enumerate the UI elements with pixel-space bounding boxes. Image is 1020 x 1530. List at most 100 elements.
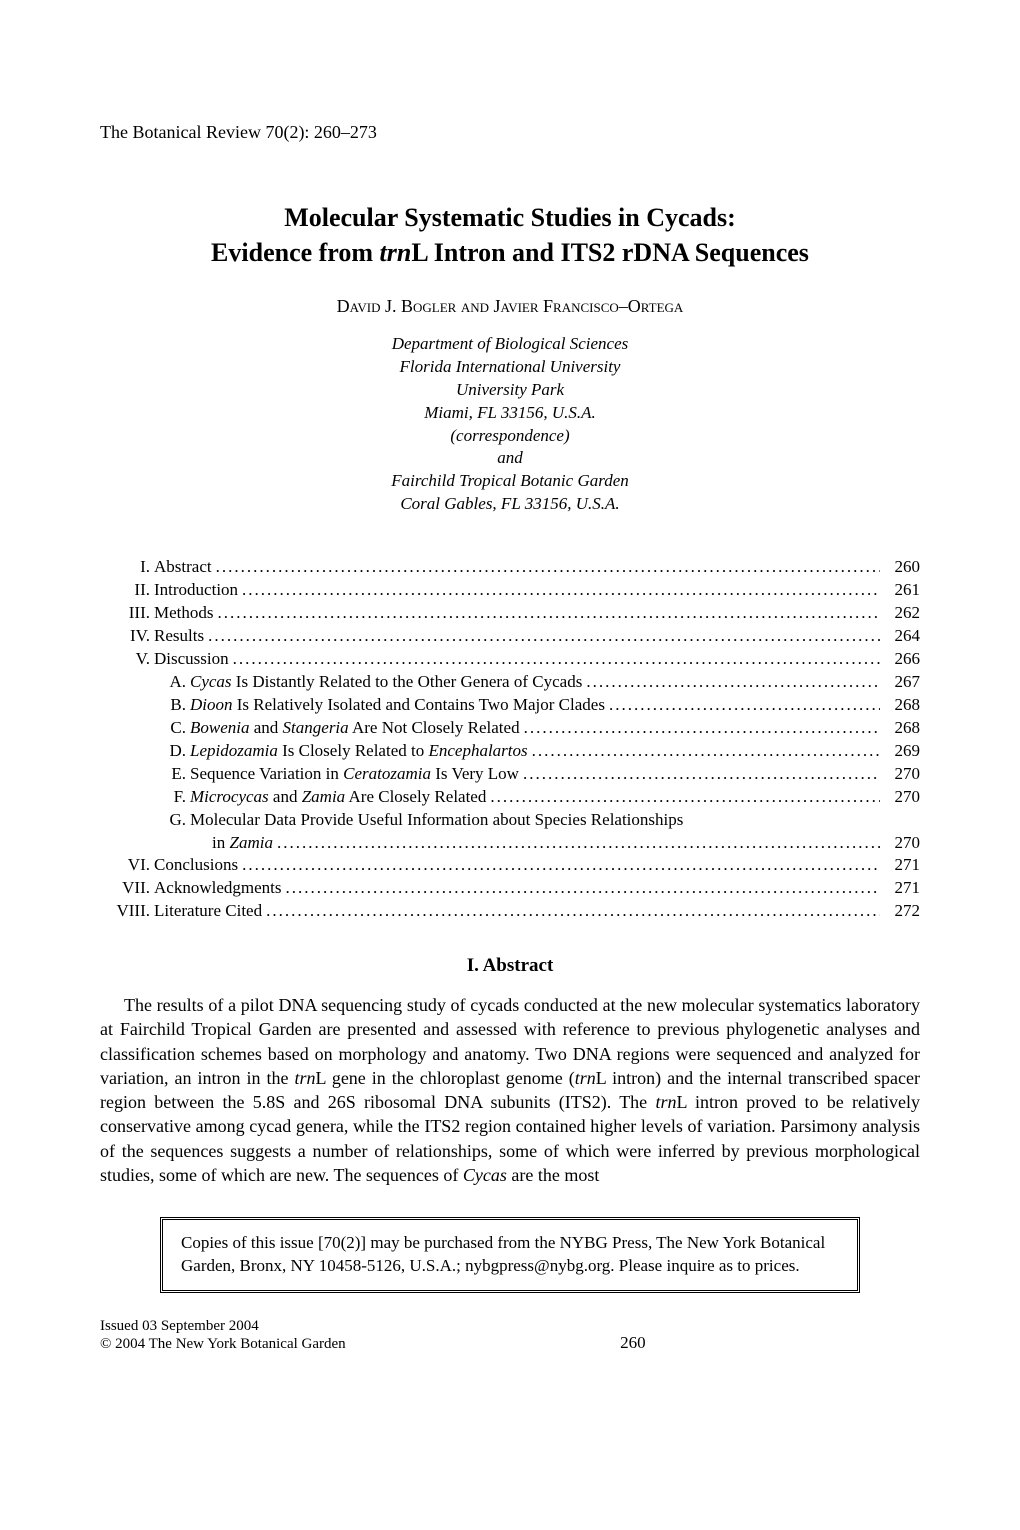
toc-leader-dots xyxy=(281,877,880,900)
toc-entry-number: II. xyxy=(100,579,154,602)
toc-entry-number: E. xyxy=(100,763,190,786)
affiliation-line: Fairchild Tropical Botanic Garden xyxy=(100,470,920,493)
toc-leader-dots xyxy=(273,832,880,855)
toc-entry-label: Cycas Is Distantly Related to the Other … xyxy=(190,671,582,694)
toc-entry-number: III. xyxy=(100,602,154,625)
toc-entry-page: 267 xyxy=(880,671,920,694)
toc-entry-label: Lepidozamia Is Closely Related to Enceph… xyxy=(190,740,528,763)
toc-entry-page: 262 xyxy=(880,602,920,625)
abstract-text-1a: L gene in the chloroplast genome ( xyxy=(315,1068,574,1088)
issued-date: Issued 03 September 2004 xyxy=(100,1317,620,1335)
toc-entry-number: D. xyxy=(100,740,190,763)
toc-leader-dots xyxy=(212,556,880,579)
toc-entry-label: Dioon Is Relatively Isolated and Contain… xyxy=(190,694,605,717)
toc-entry-page: 271 xyxy=(880,877,920,900)
toc-leader-dots xyxy=(229,648,880,671)
purchase-notice-box: Copies of this issue [70(2)] may be purc… xyxy=(160,1217,860,1293)
toc-entry-label: Bowenia and Stangeria Are Not Closely Re… xyxy=(190,717,520,740)
authors: David J. Bogler and Javier Francisco–Ort… xyxy=(100,294,920,318)
section-heading-abstract: I. Abstract xyxy=(100,953,920,979)
table-of-contents: I.Abstract260II.Introduction261III.Metho… xyxy=(100,556,920,923)
affiliation-line: University Park xyxy=(100,379,920,402)
abstract-ital-2: Cycas xyxy=(463,1165,507,1185)
page-number: 260 xyxy=(620,1333,646,1353)
toc-entry-continuation: in Zamia 270 xyxy=(100,832,920,855)
toc-entry-number: VI. xyxy=(100,854,154,877)
title-line-2b: L Intron and ITS2 rDNA Sequences xyxy=(411,238,809,267)
abstract-ital-1b: trn xyxy=(575,1068,596,1088)
toc-entry-number: C. xyxy=(100,717,190,740)
toc-entry: VII.Acknowledgments 271 xyxy=(100,877,920,900)
toc-leader-dots xyxy=(204,625,880,648)
toc-entry-number: V. xyxy=(100,648,154,671)
toc-entry-number: IV. xyxy=(100,625,154,648)
toc-leader-dots xyxy=(520,717,880,740)
toc-entry-number: VIII. xyxy=(100,900,154,923)
affiliation-line: (correspondence) xyxy=(100,425,920,448)
toc-leader-dots xyxy=(528,740,880,763)
affiliation-line: Department of Biological Sciences xyxy=(100,333,920,356)
toc-entry-label: Acknowledgments xyxy=(154,877,281,900)
toc-entry: A.Cycas Is Distantly Related to the Othe… xyxy=(100,671,920,694)
abstract-ital-1c: trn xyxy=(655,1092,676,1112)
toc-entry-page: 264 xyxy=(880,625,920,648)
toc-leader-dots xyxy=(238,579,880,602)
toc-entry-page: 268 xyxy=(880,717,920,740)
toc-leader-dots xyxy=(214,602,881,625)
toc-entry-page: 268 xyxy=(880,694,920,717)
toc-leader-dots xyxy=(262,900,880,923)
toc-entry-page: 271 xyxy=(880,854,920,877)
toc-leader-dots xyxy=(605,694,880,717)
toc-entry: F.Microcycas and Zamia Are Closely Relat… xyxy=(100,786,920,809)
title-line-2-ital: trn xyxy=(380,238,412,267)
title-line-2a: Evidence from xyxy=(211,238,380,267)
toc-entry-label: Literature Cited xyxy=(154,900,262,923)
toc-entry-label: Results xyxy=(154,625,204,648)
toc-entry-label: Discussion xyxy=(154,648,229,671)
toc-entry: E.Sequence Variation in Ceratozamia Is V… xyxy=(100,763,920,786)
toc-entry-number: VII. xyxy=(100,877,154,900)
toc-entry-label: in Zamia xyxy=(212,832,273,855)
toc-entry-number: A. xyxy=(100,671,190,694)
toc-entry: D.Lepidozamia Is Closely Related to Ence… xyxy=(100,740,920,763)
toc-leader-dots xyxy=(238,854,880,877)
toc-entry-number: G. xyxy=(100,809,190,832)
toc-entry-page: 270 xyxy=(880,786,920,809)
toc-entry-number: B. xyxy=(100,694,190,717)
toc-entry-page: 261 xyxy=(880,579,920,602)
toc-entry: C.Bowenia and Stangeria Are Not Closely … xyxy=(100,717,920,740)
title-line-1: Molecular Systematic Studies in Cycads: xyxy=(284,203,736,232)
toc-leader-dots xyxy=(519,763,880,786)
toc-entry-label: Methods xyxy=(154,602,214,625)
toc-entry-label: Abstract xyxy=(154,556,212,579)
toc-entry: VIII.Literature Cited 272 xyxy=(100,900,920,923)
toc-entry-page: 270 xyxy=(880,832,920,855)
toc-entry-label: Microcycas and Zamia Are Closely Related xyxy=(190,786,486,809)
toc-entry: IV.Results 264 xyxy=(100,625,920,648)
toc-entry-label: Sequence Variation in Ceratozamia Is Ver… xyxy=(190,763,519,786)
toc-entry: V.Discussion 266 xyxy=(100,648,920,671)
affiliation: Department of Biological SciencesFlorida… xyxy=(100,333,920,517)
toc-entry-page: 272 xyxy=(880,900,920,923)
journal-reference: The Botanical Review 70(2): 260–273 xyxy=(100,120,920,144)
toc-entry-page: 266 xyxy=(880,648,920,671)
toc-entry-label: Molecular Data Provide Useful Informatio… xyxy=(190,809,683,832)
purchase-notice-text: Copies of this issue [70(2)] may be purc… xyxy=(181,1233,825,1275)
copyright-line: © 2004 The New York Botanical Garden xyxy=(100,1335,620,1353)
toc-entry: I.Abstract260 xyxy=(100,556,920,579)
toc-entry-number: F. xyxy=(100,786,190,809)
abstract-ital-1a: trn xyxy=(294,1068,315,1088)
toc-entry-number: I. xyxy=(100,556,154,579)
toc-entry: VI.Conclusions271 xyxy=(100,854,920,877)
affiliation-line: Coral Gables, FL 33156, U.S.A. xyxy=(100,493,920,516)
authors-names: David J. Bogler and Javier Francisco–Ort… xyxy=(337,296,684,316)
abstract-text-2: are the most xyxy=(507,1165,599,1185)
toc-leader-dots xyxy=(486,786,880,809)
toc-entry-page: 270 xyxy=(880,763,920,786)
affiliation-line: Miami, FL 33156, U.S.A. xyxy=(100,402,920,425)
affiliation-line: Florida International University xyxy=(100,356,920,379)
toc-entry-page: 269 xyxy=(880,740,920,763)
affiliation-line: and xyxy=(100,447,920,470)
toc-entry: II.Introduction261 xyxy=(100,579,920,602)
toc-leader-dots xyxy=(582,671,880,694)
